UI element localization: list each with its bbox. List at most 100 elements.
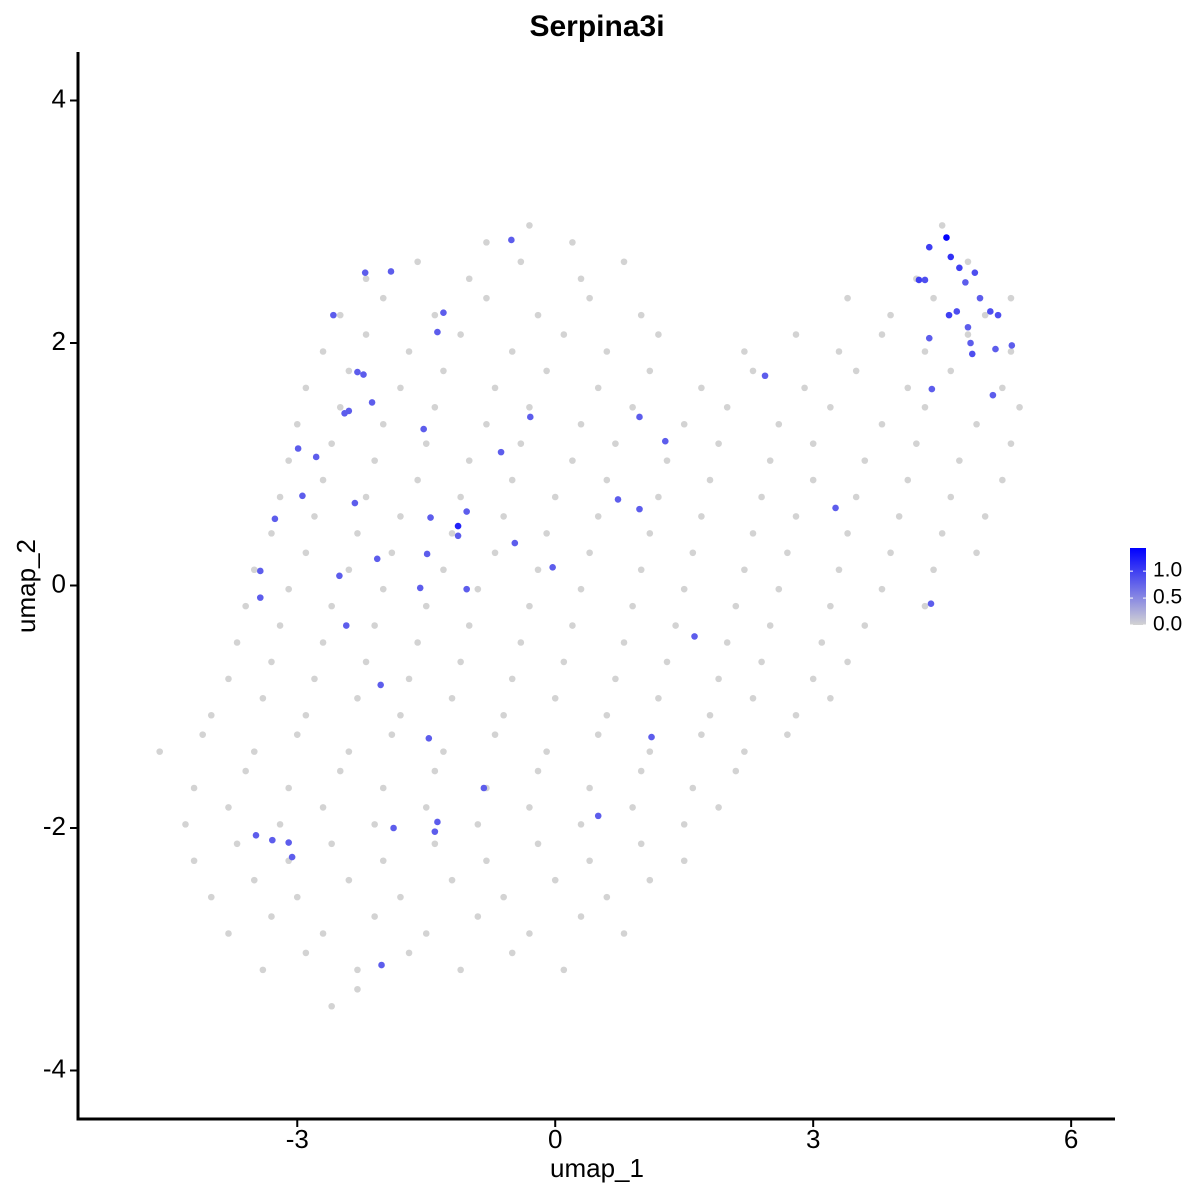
cell-point [190, 784, 198, 792]
cell-point [225, 804, 232, 811]
cell-point [878, 420, 886, 428]
cell-point [792, 331, 800, 338]
cell-point [921, 403, 929, 411]
cell-point [612, 675, 619, 683]
cell-point [715, 440, 722, 447]
cell-point [844, 294, 851, 302]
cell-point [457, 331, 464, 338]
cell-point [448, 530, 456, 537]
cell-point [440, 367, 447, 375]
cell-point [943, 234, 950, 241]
cell-point [569, 457, 576, 464]
cell-point [225, 675, 232, 683]
cell-point [603, 348, 611, 355]
cell-point [629, 403, 636, 411]
cell-point [655, 694, 662, 702]
cell-point [368, 399, 376, 406]
cell-point [422, 440, 430, 447]
cell-point [809, 675, 817, 683]
cell-point [646, 530, 654, 537]
cell-point [341, 410, 348, 417]
cell-point [586, 784, 593, 792]
cell-point [921, 602, 929, 610]
cell-point [981, 513, 989, 520]
cell-point [242, 602, 249, 610]
cell-point [784, 731, 791, 738]
cell-point [964, 331, 972, 338]
cell-point [526, 222, 533, 229]
cell-point [517, 440, 525, 447]
cell-point [440, 748, 447, 755]
cell-point [294, 445, 302, 452]
cell-point [345, 748, 353, 755]
colorbar-label: 0.5 [1153, 586, 1182, 609]
cell-point [276, 493, 284, 501]
cell-point [328, 840, 335, 848]
cell-point [844, 530, 851, 537]
cell-point [431, 840, 439, 848]
cell-point [1007, 294, 1015, 302]
cell-point [397, 711, 404, 719]
cell-point [422, 930, 430, 937]
cell-point [336, 403, 344, 411]
cell-point [543, 748, 550, 755]
cell-point [691, 633, 698, 640]
cell-point [543, 530, 550, 537]
cell-point [992, 345, 999, 353]
cell-point [861, 622, 869, 629]
cell-point [1016, 403, 1023, 411]
cell-point [925, 243, 933, 251]
cell-point [646, 876, 654, 884]
chart-title: Serpina3i [529, 10, 664, 43]
cell-point [312, 453, 320, 461]
cell-point [586, 857, 593, 865]
cell-point [895, 513, 903, 520]
cell-point [861, 457, 869, 464]
cell-point [387, 268, 395, 275]
cell-point [577, 275, 585, 283]
cell-point [723, 403, 731, 411]
cell-point [379, 420, 387, 428]
colorbar [1130, 548, 1146, 625]
cell-point [543, 367, 550, 375]
cell-point [758, 493, 765, 501]
cell-point [938, 222, 946, 229]
cell-point [775, 420, 783, 428]
cell-point [474, 821, 482, 828]
cell-point [319, 639, 327, 646]
cell-point [620, 930, 628, 937]
cell-point [930, 294, 937, 302]
cell-point [271, 515, 279, 523]
cell-point [465, 457, 473, 464]
cell-point [319, 476, 327, 484]
cell-point [336, 311, 344, 319]
cell-point [362, 275, 370, 283]
cell-point [915, 276, 923, 284]
cell-point [732, 602, 740, 610]
cell-point [680, 821, 688, 828]
x-tick-label: 6 [1064, 1124, 1078, 1154]
cell-point [629, 602, 636, 610]
cell-point [225, 930, 232, 937]
cell-point [758, 658, 765, 666]
cell-point [835, 566, 843, 574]
cell-point [852, 367, 860, 375]
y-tick-label: 2 [52, 326, 66, 356]
cell-point [698, 513, 705, 520]
cell-point [964, 258, 972, 266]
cell-point [680, 857, 688, 865]
cell-point [1007, 348, 1015, 355]
cell-point [827, 694, 834, 702]
cell-point [182, 821, 189, 828]
cell-point [345, 876, 353, 884]
cell-point [947, 253, 955, 261]
cell-point [285, 784, 292, 792]
cell-point [637, 566, 645, 574]
cell-point [390, 824, 397, 832]
cell-point [330, 311, 337, 319]
cell-point [968, 350, 976, 358]
cell-point [976, 294, 984, 302]
cell-point [987, 308, 994, 315]
cell-point [299, 492, 306, 500]
cell-point [465, 622, 473, 629]
